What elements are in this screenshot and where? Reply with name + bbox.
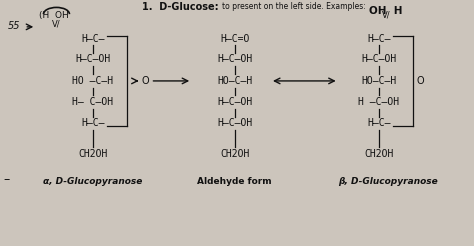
Text: HO –C–H: HO –C–H <box>73 76 113 86</box>
Text: V/: V/ <box>52 19 61 29</box>
Text: H–C–: H–C– <box>81 34 105 44</box>
Text: H–C–OH: H–C–OH <box>75 54 110 64</box>
Text: –: – <box>3 173 9 186</box>
Text: β, D-Glucopyranose: β, D-Glucopyranose <box>338 177 438 186</box>
Text: H–C–: H–C– <box>367 34 391 44</box>
Text: H–C=O: H–C=O <box>220 34 249 44</box>
Text: 1.  D-Glucose:: 1. D-Glucose: <box>143 2 219 12</box>
Text: Aldehyde form: Aldehyde form <box>197 177 272 186</box>
Text: CH2OH: CH2OH <box>78 149 108 159</box>
Text: CH2OH: CH2OH <box>220 149 249 159</box>
Text: H –C–OH: H –C–OH <box>358 97 400 107</box>
Text: O: O <box>417 76 424 86</box>
Text: H–C–OH: H–C–OH <box>217 54 252 64</box>
Text: V/: V/ <box>382 11 390 20</box>
Text: H– C–OH: H– C–OH <box>73 97 113 107</box>
Text: HO–C–H: HO–C–H <box>361 76 396 86</box>
Text: H–C–OH: H–C–OH <box>217 119 252 128</box>
Text: 55: 55 <box>8 21 20 31</box>
Text: H–C–: H–C– <box>367 119 391 128</box>
Text: H–C–: H–C– <box>81 119 105 128</box>
Text: OH  H: OH H <box>369 6 402 16</box>
Text: O: O <box>142 76 150 86</box>
Text: H–C–OH: H–C–OH <box>361 54 396 64</box>
Text: α, D-Glucopyranose: α, D-Glucopyranose <box>43 177 143 186</box>
Text: (H  OH: (H OH <box>39 11 69 20</box>
Text: CH2OH: CH2OH <box>364 149 393 159</box>
Text: to present on the left side. Examples:: to present on the left side. Examples: <box>222 2 365 11</box>
Text: H–C–OH: H–C–OH <box>217 97 252 107</box>
Text: HO–C–H: HO–C–H <box>217 76 252 86</box>
